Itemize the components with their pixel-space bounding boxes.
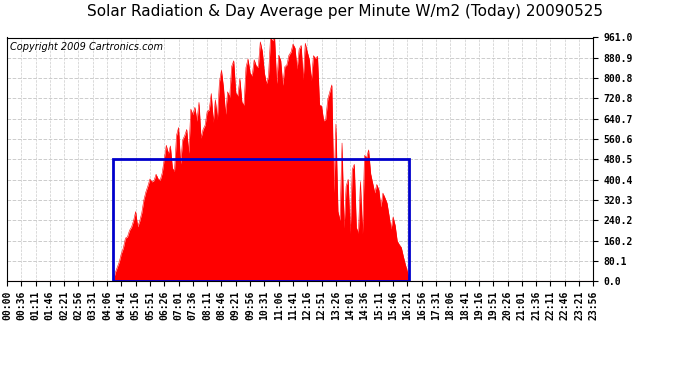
Bar	[113, 159, 409, 281]
Text: Solar Radiation & Day Average per Minute W/m2 (Today) 20090525: Solar Radiation & Day Average per Minute…	[87, 4, 603, 19]
Text: Copyright 2009 Cartronics.com: Copyright 2009 Cartronics.com	[10, 42, 163, 52]
